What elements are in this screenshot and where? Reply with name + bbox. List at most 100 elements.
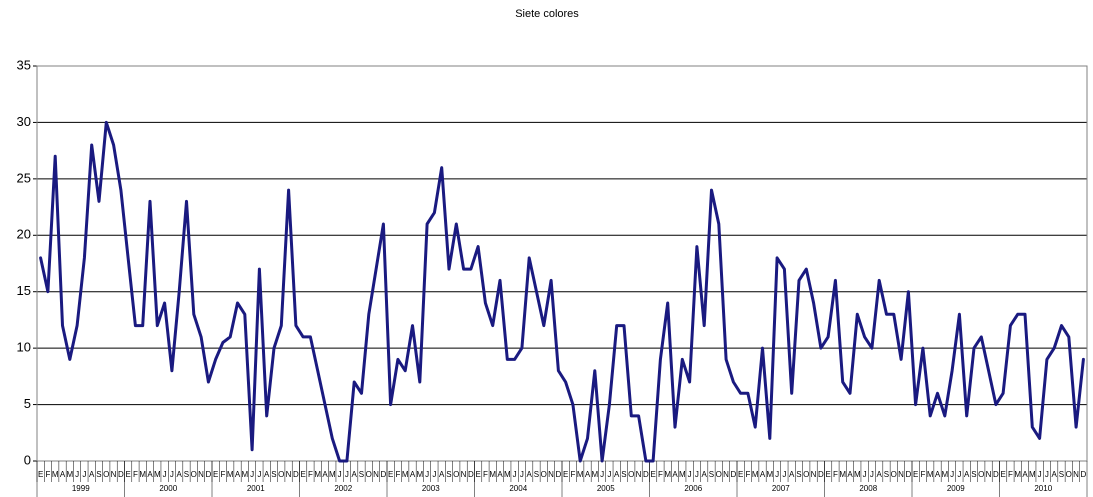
x-tick-label: J bbox=[75, 470, 79, 479]
x-tick-label: M bbox=[139, 470, 146, 479]
x-tick-label: F bbox=[220, 470, 225, 479]
x-tick-label: M bbox=[679, 470, 686, 479]
x-tick-label: E bbox=[125, 470, 130, 479]
x-tick-label: S bbox=[1059, 470, 1064, 479]
x-tick-label: E bbox=[300, 470, 305, 479]
y-tick-label: 30 bbox=[17, 114, 31, 129]
x-tick-label: D bbox=[993, 470, 999, 479]
x-tick-label: M bbox=[66, 470, 73, 479]
x-tick-label: J bbox=[775, 470, 779, 479]
x-tick-label: A bbox=[847, 470, 853, 479]
x-tick-label: F bbox=[45, 470, 50, 479]
x-tick-label: E bbox=[213, 470, 218, 479]
x-tick-label: M bbox=[927, 470, 934, 479]
x-tick-label: N bbox=[461, 470, 467, 479]
year-label: 2005 bbox=[597, 484, 615, 493]
x-tick-label: F bbox=[745, 470, 750, 479]
x-tick-label: N bbox=[636, 470, 642, 479]
x-tick-label: S bbox=[96, 470, 101, 479]
x-tick-label: M bbox=[154, 470, 161, 479]
x-tick-label: J bbox=[82, 470, 86, 479]
x-tick-label: O bbox=[628, 470, 634, 479]
y-tick-label: 5 bbox=[24, 396, 31, 411]
x-tick-label: J bbox=[863, 470, 867, 479]
x-tick-label: J bbox=[513, 470, 517, 479]
x-tick-label: A bbox=[322, 470, 328, 479]
x-tick-label: N bbox=[986, 470, 992, 479]
x-tick-label: M bbox=[854, 470, 861, 479]
x-tick-label: A bbox=[497, 470, 503, 479]
x-tick-label: J bbox=[432, 470, 436, 479]
x-tick-label: J bbox=[957, 470, 961, 479]
x-tick-label: A bbox=[147, 470, 153, 479]
x-tick-label: N bbox=[548, 470, 554, 479]
x-tick-label: N bbox=[1073, 470, 1079, 479]
x-tick-label: M bbox=[591, 470, 598, 479]
x-tick-label: O bbox=[978, 470, 984, 479]
x-tick-label: E bbox=[825, 470, 830, 479]
x-tick-label: A bbox=[439, 470, 445, 479]
x-tick-label: O bbox=[891, 470, 897, 479]
x-tick-label: F bbox=[920, 470, 925, 479]
x-tick-label: A bbox=[235, 470, 241, 479]
x-tick-label: N bbox=[198, 470, 204, 479]
x-tick-label: E bbox=[913, 470, 918, 479]
x-tick-label: D bbox=[293, 470, 299, 479]
y-tick-label: 25 bbox=[17, 170, 31, 185]
x-tick-label: M bbox=[314, 470, 321, 479]
year-label: 2004 bbox=[509, 484, 527, 493]
y-tick-label: 10 bbox=[17, 340, 31, 355]
y-tick-label: 20 bbox=[17, 227, 31, 242]
x-tick-label: A bbox=[1052, 470, 1058, 479]
x-tick-label: F bbox=[1008, 470, 1013, 479]
x-tick-label: S bbox=[971, 470, 976, 479]
x-tick-label: O bbox=[803, 470, 809, 479]
x-tick-label: F bbox=[483, 470, 488, 479]
x-tick-label: O bbox=[278, 470, 284, 479]
x-tick-label: N bbox=[723, 470, 729, 479]
x-tick-label: S bbox=[884, 470, 889, 479]
y-tick-label: 0 bbox=[24, 452, 31, 467]
x-tick-label: O bbox=[103, 470, 109, 479]
x-tick-label: S bbox=[796, 470, 801, 479]
x-tick-label: E bbox=[1000, 470, 1005, 479]
x-tick-label: J bbox=[688, 470, 692, 479]
x-tick-label: M bbox=[664, 470, 671, 479]
x-tick-label: J bbox=[250, 470, 254, 479]
x-tick-label: A bbox=[935, 470, 941, 479]
x-tick-label: A bbox=[89, 470, 95, 479]
x-tick-label: M bbox=[416, 470, 423, 479]
year-label: 2007 bbox=[772, 484, 790, 493]
x-tick-label: O bbox=[541, 470, 547, 479]
year-label: 1999 bbox=[72, 484, 90, 493]
x-tick-label: S bbox=[621, 470, 626, 479]
x-tick-label: M bbox=[489, 470, 496, 479]
x-tick-label: D bbox=[730, 470, 736, 479]
year-label: 2008 bbox=[859, 484, 877, 493]
x-tick-label: M bbox=[52, 470, 59, 479]
x-tick-label: A bbox=[352, 470, 358, 479]
x-tick-label: N bbox=[286, 470, 292, 479]
x-tick-label: M bbox=[839, 470, 846, 479]
x-tick-label: F bbox=[133, 470, 138, 479]
x-tick-label: E bbox=[650, 470, 655, 479]
year-label: 2010 bbox=[1034, 484, 1052, 493]
x-tick-label: M bbox=[241, 470, 248, 479]
year-label: 2000 bbox=[159, 484, 177, 493]
x-tick-label: O bbox=[1066, 470, 1072, 479]
x-tick-label: D bbox=[205, 470, 211, 479]
x-tick-label: J bbox=[782, 470, 786, 479]
x-tick-label: N bbox=[811, 470, 817, 479]
x-tick-label: O bbox=[716, 470, 722, 479]
x-tick-label: A bbox=[760, 470, 766, 479]
x-tick-label: F bbox=[833, 470, 838, 479]
x-tick-label: J bbox=[163, 470, 167, 479]
x-tick-label: J bbox=[600, 470, 604, 479]
x-tick-label: D bbox=[468, 470, 474, 479]
year-label: 2002 bbox=[334, 484, 352, 493]
x-tick-label: J bbox=[1038, 470, 1042, 479]
x-tick-label: M bbox=[1014, 470, 1021, 479]
x-tick-label: J bbox=[257, 470, 261, 479]
year-label: 2006 bbox=[684, 484, 702, 493]
x-tick-label: A bbox=[789, 470, 795, 479]
